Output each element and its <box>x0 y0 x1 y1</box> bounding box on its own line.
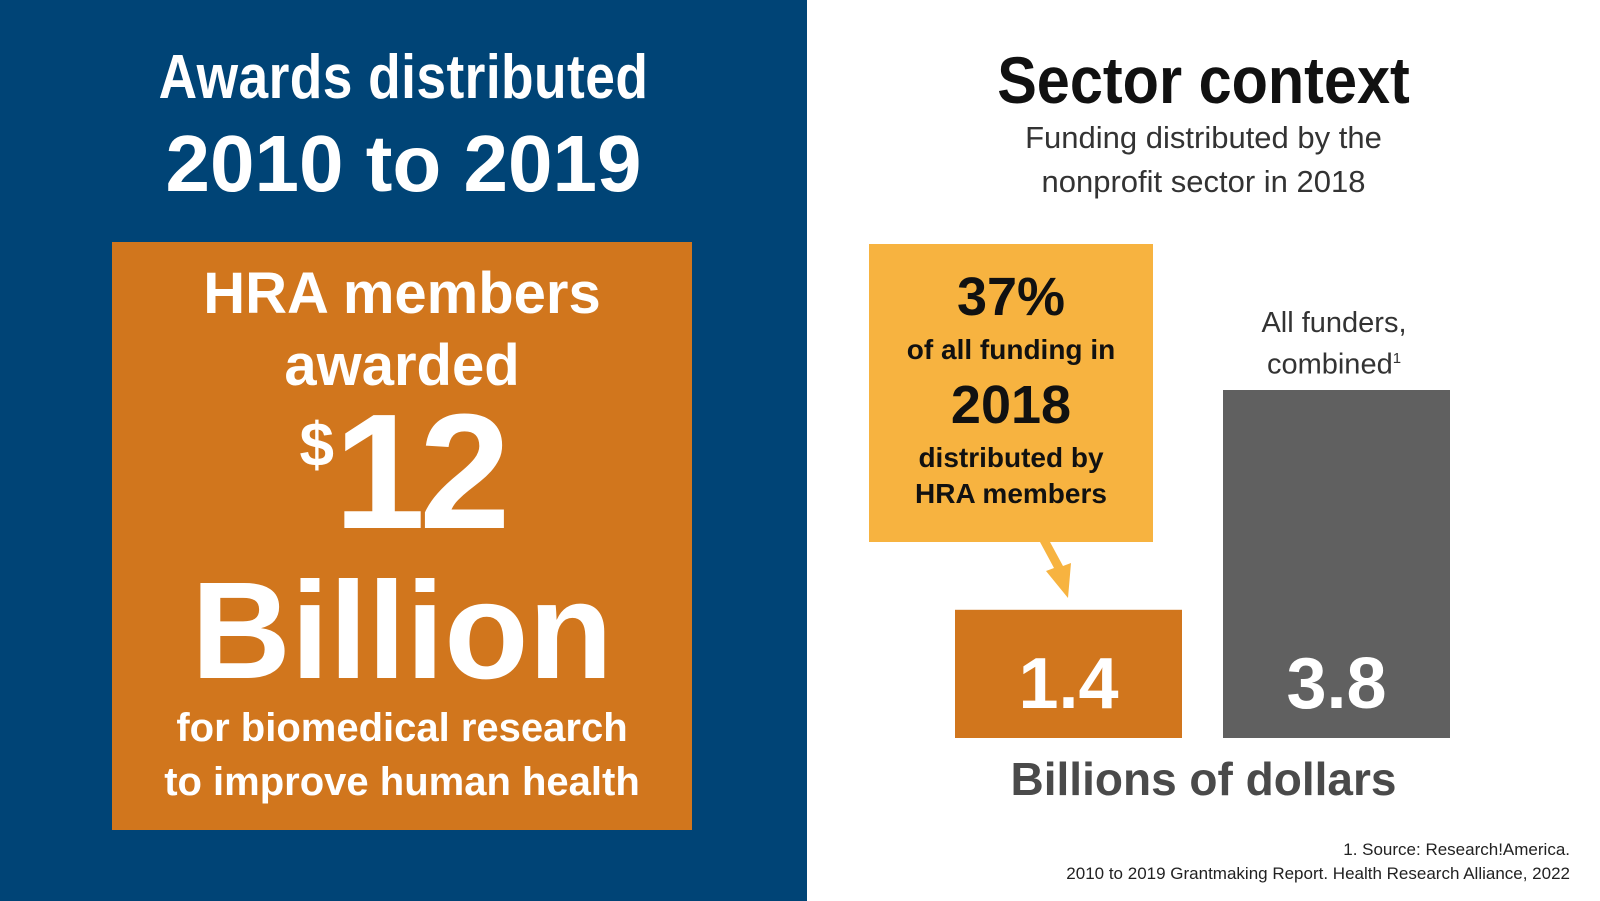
all-funders-label-line-1: All funders, <box>1261 307 1407 339</box>
award-amount-unit: Billion <box>191 554 613 708</box>
sector-context-panel: Sector context Funding distributed by th… <box>807 0 1600 901</box>
all-funders-label-line-2: combined <box>1266 348 1393 381</box>
callout-percent: 37% <box>956 267 1066 327</box>
hra-members-text: HRA members <box>203 261 601 326</box>
footnote: 1. Source: Research!America. 2010 to 201… <box>1066 838 1570 886</box>
chart-subtitle-line-1: Funding distributed by the <box>1025 120 1382 155</box>
callout-arrow-icon <box>1040 542 1071 598</box>
awards-title: Awards distributed <box>158 43 649 112</box>
award-amount-value: 12 <box>334 380 510 563</box>
bar-hra-members <box>955 609 1182 738</box>
callout-text-line-3: HRA members <box>915 478 1107 509</box>
callout-text-line-1: of all funding in <box>906 334 1116 365</box>
awards-panel: Awards distributed 2010 to 2019 HRA memb… <box>0 0 807 901</box>
chart-subtitle-line-2: nonprofit sector in 2018 <box>1041 164 1366 199</box>
x-axis-label: Billions of dollars <box>1010 753 1397 805</box>
footnote-line-1: 1. Source: Research!America. <box>1343 840 1570 859</box>
callout-year: 2018 <box>950 375 1072 435</box>
award-purpose-line-1: for biomedical research <box>176 706 628 750</box>
footnote-marker: 1 <box>1392 350 1402 367</box>
awarded-text: awarded <box>284 333 520 398</box>
bar-value-label-all-funders: 3.8 <box>1286 644 1386 724</box>
footnote-line-2: 2010 to 2019 Grantmaking Report. Health … <box>1066 864 1570 883</box>
awards-highlight-box: HRA members awarded $12 Billion for biom… <box>112 242 692 830</box>
all-funders-label: All funders, combined1 <box>1207 305 1461 383</box>
callout-text-line-2: distributed by <box>918 442 1104 473</box>
awards-period: 2010 to 2019 <box>165 119 642 208</box>
award-amount: $12 <box>112 390 692 554</box>
bar-chart: 1.4 3.8 <box>955 390 1450 738</box>
chart-title: Sector context <box>997 43 1410 117</box>
bar-all-funders <box>1223 390 1450 738</box>
award-purpose-line-2: to improve human health <box>164 760 640 804</box>
currency-symbol: $ <box>299 411 335 480</box>
bar-value-label-hra-members: 1.4 <box>1018 644 1118 724</box>
callout-box: 37% of all funding in 2018 distributed b… <box>869 244 1153 542</box>
